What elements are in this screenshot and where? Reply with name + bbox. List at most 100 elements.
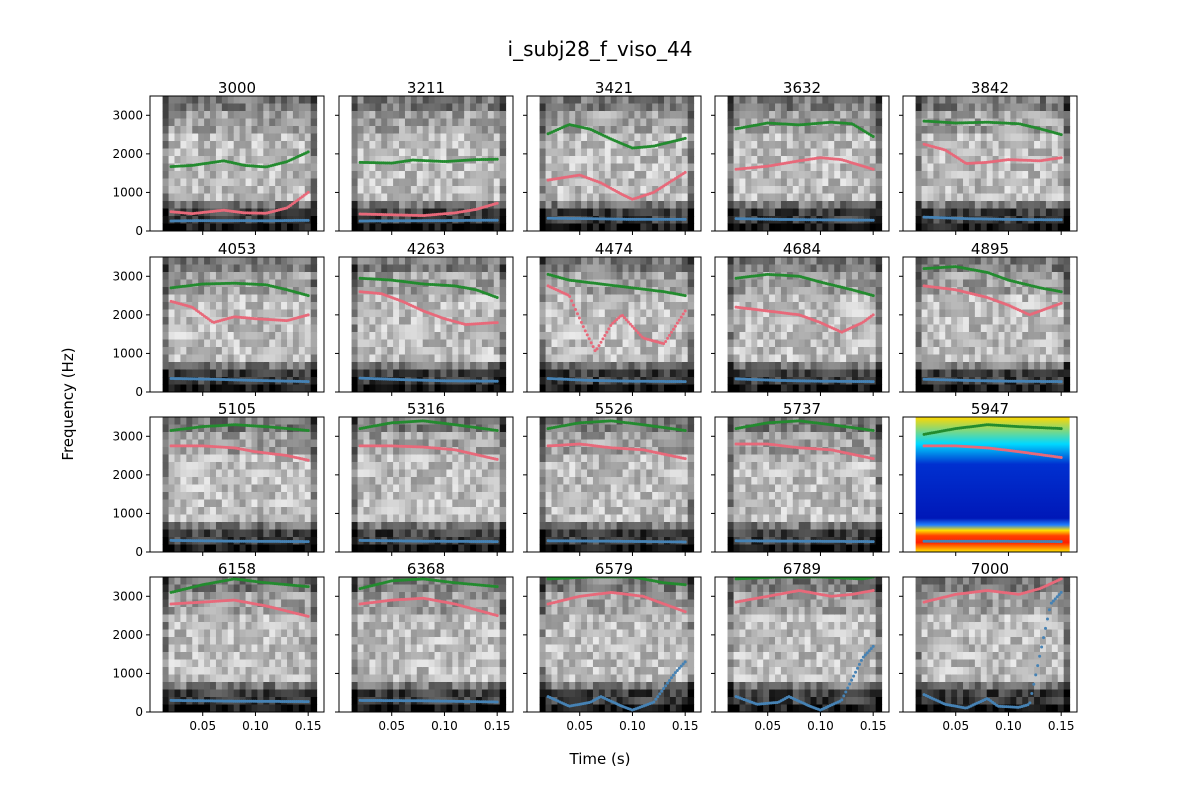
point-f2 (674, 325, 677, 328)
point-f3 (1060, 133, 1063, 136)
panel-5526: 5526 (523, 400, 701, 556)
panel-title: 5316 (407, 400, 445, 418)
point-f1 (872, 219, 875, 222)
x-tick-label: 0.10 (431, 719, 458, 733)
panel-title: 7000 (971, 560, 1009, 578)
point-f3 (684, 583, 687, 586)
point-f3 (684, 429, 687, 432)
point-f1 (684, 380, 687, 383)
panel-4474: 4474 (523, 240, 701, 396)
spectrogram (527, 417, 701, 553)
point-f1 (307, 380, 310, 383)
panel-title: 4053 (218, 240, 256, 258)
point-f1 (656, 695, 659, 698)
point-f2 (682, 313, 685, 316)
spectrogram (527, 577, 701, 713)
panel-3211: 3211 (335, 79, 513, 235)
point-f1 (842, 694, 845, 697)
point-f2 (307, 191, 310, 194)
x-tick-label: 0.05 (378, 719, 405, 733)
y-tick-label: 2000 (112, 468, 143, 482)
point-f2 (680, 316, 683, 319)
panel-title: 3211 (407, 79, 445, 97)
point-f3 (872, 294, 875, 297)
panel-6368: 6368 0.05 0.10 0.15 (335, 560, 513, 733)
track-f1 (923, 540, 1063, 543)
point-f1 (1040, 645, 1043, 648)
spectrogram (715, 577, 889, 713)
point-f1 (496, 540, 499, 543)
point-f2 (590, 341, 593, 344)
y-tick-label: 3000 (112, 269, 143, 283)
y-tick-label: 0 (135, 224, 143, 238)
panel-title: 6579 (595, 560, 633, 578)
panel-4684: 4684 (711, 240, 889, 396)
panel-3632: 3632 (711, 79, 889, 235)
point-f2 (496, 614, 499, 617)
point-f3 (307, 294, 310, 297)
point-f2 (574, 308, 577, 311)
point-f3 (872, 135, 875, 138)
point-f2 (582, 325, 585, 328)
spectrogram (339, 257, 513, 393)
point-f2 (607, 327, 610, 330)
point-f1 (846, 687, 849, 690)
point-f1 (852, 675, 855, 678)
x-tick-label: 0.15 (484, 719, 511, 733)
point-f2 (1060, 156, 1063, 159)
point-f3 (1060, 290, 1063, 293)
point-f2 (568, 295, 571, 298)
y-tick-label: 0 (135, 705, 143, 719)
point-f2 (596, 347, 599, 350)
point-f2 (307, 313, 310, 316)
point-f2 (598, 344, 601, 347)
panel-title: 4263 (407, 240, 445, 258)
point-f1 (684, 218, 687, 221)
spectrogram (150, 577, 324, 713)
point-f1 (654, 698, 657, 701)
point-f1 (1030, 692, 1033, 695)
point-f2 (1060, 577, 1063, 580)
point-f1 (1044, 627, 1047, 630)
x-tick-label: 0.10 (619, 719, 646, 733)
point-f2 (678, 319, 681, 322)
point-f1 (844, 690, 847, 693)
point-f2 (307, 459, 310, 462)
panel-5316: 5316 (335, 400, 513, 556)
point-f1 (496, 219, 499, 222)
point-f3 (872, 429, 875, 432)
point-f2 (605, 331, 608, 334)
panel-4053: 4053 0 1000 2000 3000 (112, 240, 324, 399)
spectrogram (903, 417, 1077, 552)
panel-3421: 3421 (523, 79, 701, 235)
spectrogram (150, 257, 324, 393)
point-f1 (1028, 701, 1031, 704)
point-f2 (580, 321, 583, 324)
point-f2 (496, 321, 499, 324)
point-f1 (1032, 683, 1035, 686)
point-f1 (850, 679, 853, 682)
panel-title: 4684 (783, 240, 821, 258)
y-tick-label: 1000 (112, 666, 143, 680)
point-f3 (496, 585, 499, 588)
point-f1 (660, 690, 663, 693)
point-f2 (307, 615, 310, 618)
point-f2 (684, 310, 687, 313)
point-f3 (307, 429, 310, 432)
point-f3 (684, 294, 687, 297)
x-tick-label: 0.15 (672, 719, 699, 733)
panel-title: 5105 (218, 400, 256, 418)
point-f1 (496, 700, 499, 703)
point-f1 (307, 219, 310, 222)
point-f1 (668, 679, 671, 682)
spectrogram (903, 577, 1077, 713)
point-f2 (684, 457, 687, 460)
point-f1 (1036, 664, 1039, 667)
point-f1 (684, 660, 687, 663)
panel-6579: 6579 0.05 0.10 0.15 (523, 560, 701, 733)
figure-title: i_subj28_f_viso_44 (508, 37, 693, 61)
point-f2 (496, 458, 499, 461)
point-f3 (1060, 427, 1063, 430)
panel-3842: 3842 (899, 79, 1077, 235)
